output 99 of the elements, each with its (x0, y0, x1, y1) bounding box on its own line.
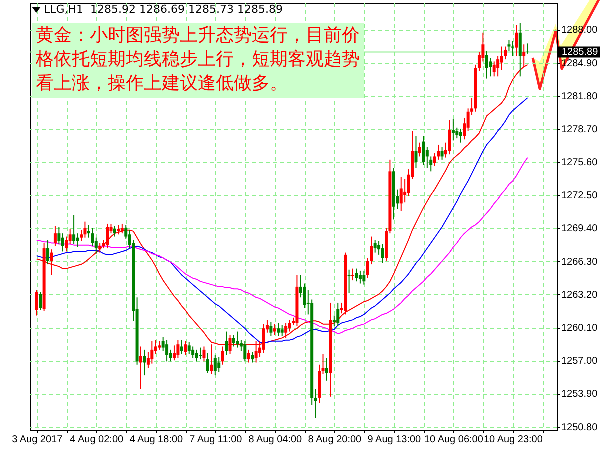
candlestick (225, 331, 228, 356)
candlestick (500, 46, 504, 71)
y-tick-label: 1275.60 (562, 158, 598, 169)
annotation: 黄金：小时图强势上升态势运行，目前价格依托短期均线稳步上行，短期客观趋势看上涨，操作上建议逢低做多。 (32, 23, 364, 98)
candlestick (176, 340, 180, 359)
candlestick (98, 242, 102, 254)
candlestick (94, 237, 98, 254)
y-tick-label: 1281.80 (562, 91, 598, 102)
candlestick (218, 356, 221, 373)
candlestick (214, 354, 217, 376)
candlestick (485, 50, 488, 80)
y-tick-label: 1263.20 (562, 290, 598, 301)
candlestick (273, 324, 276, 336)
candlestick (244, 340, 247, 362)
candlestick (418, 142, 422, 158)
candlestick (404, 178, 407, 204)
candlestick (61, 233, 64, 252)
candlestick (72, 214, 76, 245)
candlestick (489, 58, 492, 78)
candlestick (414, 136, 418, 169)
candlestick (192, 346, 195, 359)
candlestick (50, 249, 54, 276)
candlestick (188, 342, 191, 355)
candlestick (511, 40, 514, 57)
candlestick (39, 292, 42, 311)
candlestick (206, 352, 210, 374)
candlestick (84, 221, 87, 238)
candlestick (270, 322, 273, 337)
candlestick (68, 228, 72, 245)
candlestick (247, 349, 250, 364)
candlestick (288, 320, 292, 332)
candlestick (140, 346, 143, 390)
candlestick (325, 358, 328, 382)
ref-line-label: 1285.89 (562, 47, 599, 58)
x-tick-label: 4 Aug 02:00 (70, 434, 124, 446)
candlestick (515, 24, 518, 57)
y-tick-label: 1253.90 (562, 389, 598, 400)
candlestick (232, 334, 236, 348)
candlestick (448, 120, 452, 156)
candlestick (166, 340, 169, 362)
candlestick (58, 226, 61, 245)
candlestick (91, 228, 94, 247)
candlestick (120, 223, 124, 234)
y-tick-label: 1278.70 (562, 124, 598, 136)
candlestick (322, 354, 325, 375)
candlestick (280, 324, 284, 337)
y-tick-label: 1269.40 (562, 224, 598, 235)
candlestick (381, 244, 384, 264)
candlestick (202, 346, 206, 362)
y-tick-label: 1250.80 (562, 422, 598, 434)
candlestick (143, 349, 146, 376)
x-tick-label: 8 Aug 04:00 (248, 434, 303, 446)
candlestick (284, 322, 288, 339)
candlestick (452, 118, 455, 142)
y-tick-label: 1272.50 (562, 190, 598, 202)
candlestick (180, 340, 184, 355)
candlestick (117, 224, 120, 236)
x-tick-label: 9 Aug 13:00 (368, 434, 422, 446)
candlestick (199, 347, 202, 360)
candlestick (358, 270, 362, 284)
x-tick-label: 3 Aug 2017 (12, 434, 64, 446)
x-tick-label: 10 Aug 23:00 (484, 434, 544, 446)
candlestick (54, 226, 57, 247)
candlestick (314, 388, 318, 419)
candlestick (46, 239, 50, 266)
candlestick (277, 322, 280, 337)
x-tick-label: 10 Aug 06:00 (424, 434, 484, 446)
x-tick-label: 8 Aug 20:00 (308, 434, 362, 446)
candlestick (251, 352, 254, 364)
candlestick (76, 233, 80, 248)
candlestick (65, 236, 68, 252)
candlestick (150, 340, 154, 364)
candlestick (459, 128, 462, 144)
candlestick (35, 290, 38, 316)
candlestick (195, 349, 198, 362)
candlestick (440, 146, 444, 160)
candlestick (422, 136, 426, 166)
candlestick (400, 176, 403, 212)
x-tick-label: 4 Aug 18:00 (130, 434, 184, 446)
candlestick (352, 268, 355, 282)
candlestick (336, 302, 340, 327)
candlestick (236, 331, 240, 348)
candlestick (496, 56, 500, 78)
candlestick (378, 240, 381, 256)
line-series (36, 157, 528, 334)
candlestick (106, 223, 110, 250)
candlestick (348, 269, 351, 294)
candlestick (113, 226, 116, 238)
candlestick (374, 239, 377, 254)
candlestick (355, 268, 358, 282)
candlestick (362, 270, 366, 286)
candlestick (184, 340, 188, 356)
chart-title: LLG,H1 1285.92 1286.69 1285.73 1285.89 (44, 3, 283, 16)
candlestick (508, 40, 511, 52)
candlestick (518, 22, 522, 78)
y-tick-label: 1260.10 (562, 323, 598, 334)
y-tick-label: 1257.00 (562, 356, 598, 368)
x-tick-label: 7 Aug 11:00 (190, 434, 243, 446)
y-tick-label: 1266.30 (562, 256, 598, 268)
